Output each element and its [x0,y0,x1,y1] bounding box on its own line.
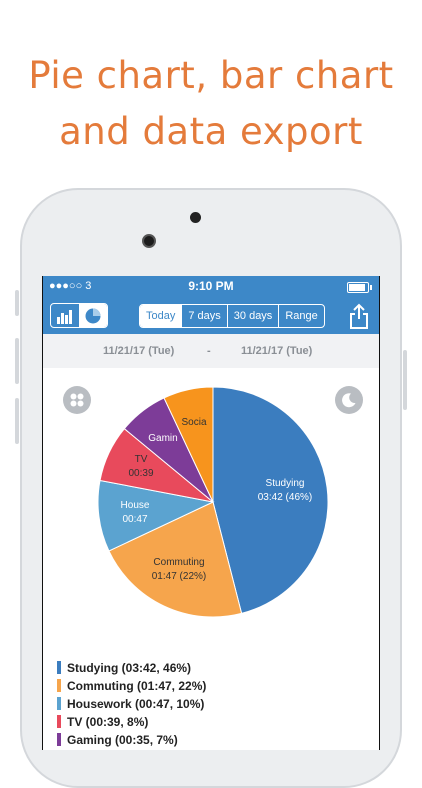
grid-icon [70,393,84,407]
share-export-button[interactable] [349,303,369,329]
pie-slice-housework[interactable] [97,479,215,552]
date-range-tabs: Today 7 days 30 days Range [139,304,325,328]
category-grid-button[interactable] [63,386,91,414]
pie-chart: Studying 03:42 (46%) Commuting 01:47 (22… [97,386,329,618]
tab-range[interactable]: Range [285,310,318,322]
legend-label: Gaming (00:35, 7%) [67,733,178,747]
bar-chart-icon [57,309,72,324]
phone-side-button [15,290,19,316]
date-range-bar: 11/21/17 (Tue) - 11/21/17 (Tue) [43,334,379,368]
pie-label-housework-value: 00:47 [122,514,147,525]
pie-label-studying-name: Studying [266,478,305,489]
pie-label-tv-value: 00:39 [128,468,153,479]
legend-label: Commuting (01:47, 22%) [67,679,207,693]
pie-slice-studying[interactable] [212,386,329,614]
legend-color-swatch [57,679,61,692]
share-icon [350,303,368,329]
pie-label-tv-name: TV [135,454,148,465]
pie-label-housework-name: House [121,500,150,511]
date-separator: - [207,345,211,357]
headline-line-1: Pie chart, bar chart [28,54,394,97]
night-mode-button[interactable] [335,386,363,414]
legend-color-swatch [57,715,61,728]
phone-speaker [190,212,201,223]
legend-label: Housework (00:47, 10%) [67,697,205,711]
bar-chart-view-button[interactable] [51,304,79,327]
phone-volume-up [15,338,19,384]
legend-label: TV (00:39, 8%) [67,715,149,729]
end-date[interactable]: 11/21/17 (Tue) [241,345,313,357]
pie-label-commuting-name: Commuting [153,557,204,568]
tab-7-days[interactable]: 7 days [182,305,228,327]
pie-chart-view-button[interactable] [79,304,107,327]
pie-chart-icon [85,308,101,323]
pie-label-studying-value: 03:42 (46%) [258,492,312,503]
battery-icon [347,282,372,293]
tab-30-days[interactable]: 30 days [228,305,280,327]
phone-volume-down [15,398,19,444]
pie-slice-social[interactable] [163,386,214,503]
start-date[interactable]: 11/21/17 (Tue) [103,345,175,357]
headline: Pie chart, bar chart and data export [0,48,422,160]
legend-color-swatch [57,733,61,746]
legend-color-swatch [57,661,61,674]
legend-label: Studying (03:42, 46%) [67,661,192,675]
pie-label-gaming: Gamin [148,433,177,444]
phone-power-button [403,350,407,410]
pie-slice-commuting[interactable] [108,501,243,618]
app-toolbar: ●●●○○ 3 9:10 PM Today 7 days 30 days Ra [43,276,379,334]
status-time: 9:10 PM [188,279,234,293]
app-screen: ●●●○○ 3 9:10 PM Today 7 days 30 days Ra [42,276,380,750]
carrier-signal: ●●●○○ 3 [49,280,92,292]
moon-icon [342,393,356,408]
status-bar: ●●●○○ 3 9:10 PM [43,276,379,298]
headline-line-2: and data export [59,110,363,153]
pie-label-social: Socia [181,417,206,428]
legend-color-swatch [57,697,61,710]
tab-today[interactable]: Today [140,305,183,327]
phone-camera [142,234,156,248]
pie-label-commuting-value: 01:47 (22%) [152,571,206,582]
chart-view-toggle[interactable] [50,303,108,328]
